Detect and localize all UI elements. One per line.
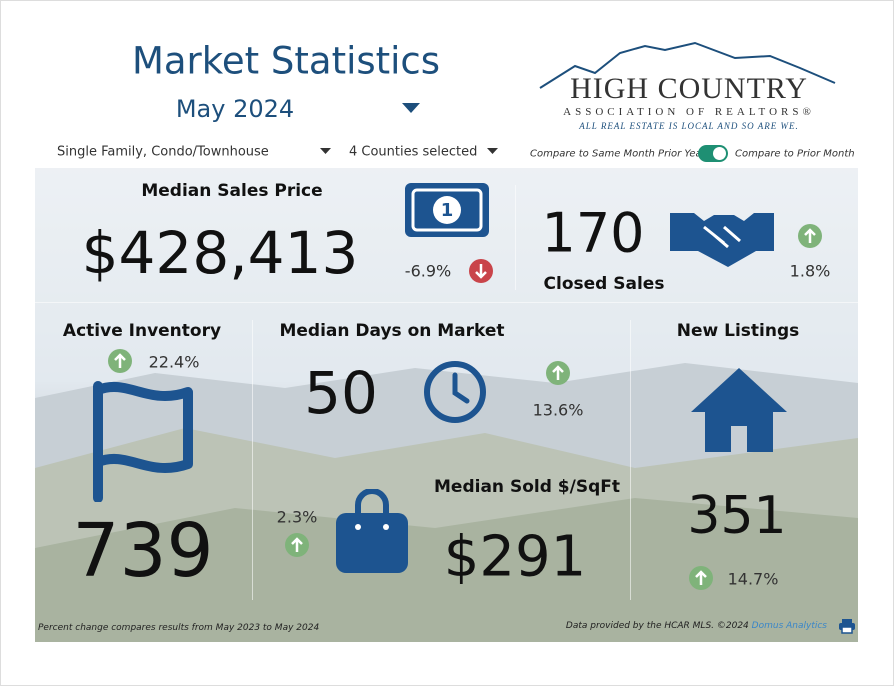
up-arrow	[689, 566, 713, 590]
metric-label: Closed Sales	[543, 274, 665, 294]
footer-credit: Data provided by the HCAR MLS. ©2024 Dom…	[566, 621, 827, 631]
metric-change: -6.9%	[404, 261, 452, 281]
metric-label: Median Sold $/SqFt	[434, 477, 620, 497]
counties-filter[interactable]: 4 Counties selected	[349, 144, 478, 160]
metric-change: 22.4%	[148, 352, 200, 372]
background-landscape	[35, 168, 858, 642]
svg-text:1: 1	[441, 200, 454, 221]
divider	[35, 302, 858, 303]
dropdown-arrow[interactable]	[402, 103, 420, 115]
metric-value: 739	[72, 508, 214, 594]
metric-label: New Listings	[676, 321, 800, 341]
property-filter[interactable]: Single Family, Condo/Townhouse	[57, 144, 269, 160]
logo-tagline: ALL REAL ESTATE IS LOCAL AND SO ARE WE.	[579, 121, 799, 131]
print-icon[interactable]	[838, 618, 856, 634]
title: Market Statistics	[131, 39, 441, 83]
toggle[interactable]	[698, 145, 728, 162]
up-arrow	[285, 533, 309, 557]
logo-name: HIGH COUNTRY	[570, 72, 808, 105]
footer-note: Percent change compares results from May…	[38, 623, 320, 633]
divider	[515, 185, 516, 290]
metric-label: Median Sales Price	[141, 181, 323, 201]
house-icon	[691, 368, 787, 452]
metric-label: Active Inventory	[62, 321, 222, 341]
metric-value: 351	[687, 486, 787, 546]
metric-change: 1.8%	[789, 261, 831, 281]
metric-value: 170	[541, 201, 645, 265]
clock-icon	[424, 361, 486, 423]
up-arrow	[546, 361, 570, 385]
up-arrow	[108, 349, 132, 373]
metric-value: $291	[443, 524, 587, 590]
metric-label: Median Days on Market	[279, 321, 505, 341]
metric-value: 50	[304, 359, 378, 427]
metric-change: 2.3%	[276, 507, 318, 527]
bag-icon	[336, 489, 408, 573]
metric-change: 13.6%	[532, 400, 584, 420]
divider	[252, 320, 253, 600]
dropdown-arrow[interactable]	[487, 148, 498, 155]
down-arrow	[469, 259, 493, 283]
dropdown-arrow[interactable]	[320, 148, 331, 155]
logo-mountains	[539, 41, 836, 89]
credit-text: Data provided by the HCAR MLS. ©2024	[565, 621, 749, 631]
divider	[630, 320, 631, 600]
toggle-left-label: Compare to Same Month Prior Year	[530, 148, 706, 160]
period[interactable]: May 2024	[175, 95, 295, 123]
money-icon: 1	[405, 183, 489, 237]
source-link[interactable]: Domus Analytics	[751, 621, 827, 631]
flag-icon	[93, 381, 193, 502]
up-arrow	[798, 224, 822, 248]
toggle-right-label: Compare to Prior Month	[735, 148, 855, 160]
handshake-icon	[670, 213, 774, 267]
metric-change: 14.7%	[727, 569, 779, 589]
logo-subtitle: ASSOCIATION OF REALTORS®	[563, 106, 815, 118]
metric-value: $428,413	[81, 219, 359, 287]
